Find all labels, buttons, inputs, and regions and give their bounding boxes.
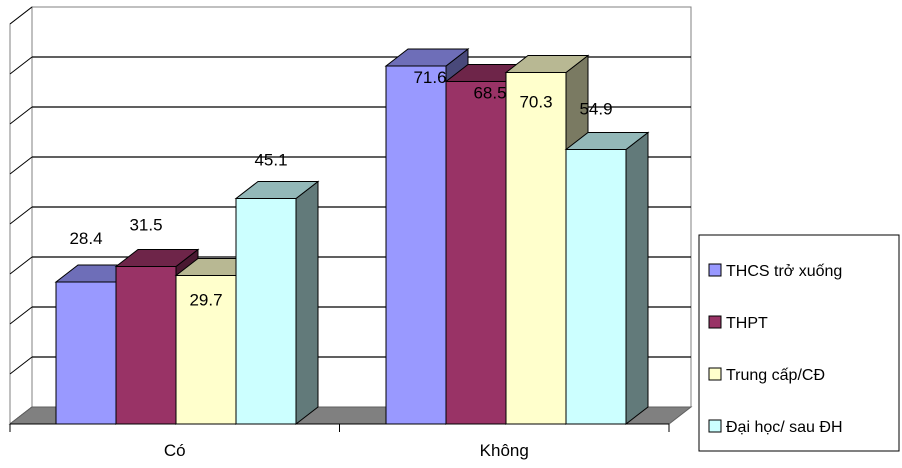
bar-0-3-front [235,198,297,425]
gridline-diagonal [9,6,33,25]
data-label: 45.1 [254,151,287,170]
bar-0-3-side [295,180,319,426]
legend-swatch [708,263,722,277]
x-tick-label: Có [164,441,186,460]
x-tick-label: Không [480,441,529,460]
bar-0-1-front [115,266,177,425]
bar-1-0-front [385,65,447,425]
legend-swatch [708,419,722,433]
gridline-diagonal [9,106,33,125]
data-label: 28.4 [69,229,102,248]
bar-1-2-front [505,72,567,425]
bar-0-0-front [55,281,117,425]
data-label: 29.7 [189,291,222,310]
legend-swatch [708,315,722,329]
gridline-diagonal [9,206,33,225]
data-label: 31.5 [129,216,162,235]
data-label: 71.6 [413,68,446,87]
legend-label: THPT [726,315,768,332]
data-label: 70.3 [519,93,552,112]
gridline-diagonal [9,306,33,325]
bar-1-1-front [445,81,507,425]
legend-box [698,234,900,452]
gridline-diagonal [9,56,33,75]
bar-1-3-front [565,149,627,425]
legend-label: Trung cấp/CĐ [726,367,825,384]
gridline-diagonal [9,156,33,175]
gridline-diagonal [9,356,33,375]
legend-swatch [708,367,722,381]
bar-1-3-side [625,131,649,426]
legend-label: Đại học/ sau ĐH [726,419,843,436]
legend-label: THCS trở xuống [726,263,842,280]
bar-0-2-front [175,275,237,425]
gridline-diagonal [9,256,33,275]
data-label: 54.9 [579,100,612,119]
data-label: 68.5 [473,84,506,103]
